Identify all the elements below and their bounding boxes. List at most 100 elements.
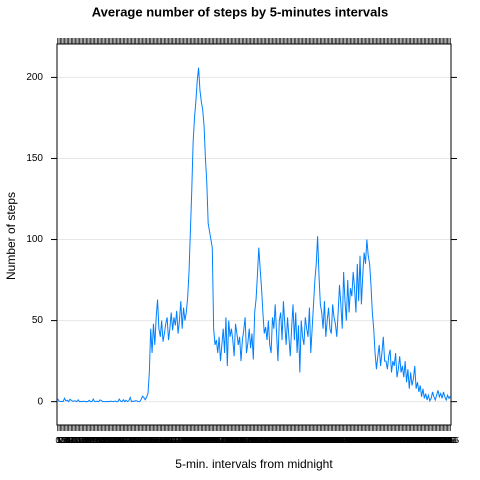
x-tick-label: 445 xyxy=(129,436,143,445)
x-tick-label: 1900 xyxy=(361,436,379,445)
x-tick-label: 2235 xyxy=(420,436,438,445)
x-tick-label: 2355 xyxy=(441,436,459,445)
x-tick-label: 325 xyxy=(107,436,121,445)
x-tick-label: 1550 xyxy=(309,436,327,445)
x-tick-label: 555 xyxy=(148,436,162,445)
x-tick-label: 1545 xyxy=(307,436,325,445)
x-tick-label: 1515 xyxy=(299,436,317,445)
x-tick-label: 1325 xyxy=(269,436,287,445)
x-tick-label: 1745 xyxy=(340,436,358,445)
x-tick-label: 1425 xyxy=(285,436,303,445)
x-tick-label: 1630 xyxy=(320,436,338,445)
x-tick-label: 505 xyxy=(134,436,148,445)
x-tick-label: 120 xyxy=(73,436,87,445)
x-tick-label: 835 xyxy=(192,436,206,445)
x-tick-label: 1155 xyxy=(245,436,263,445)
x-tick-label: 15 xyxy=(57,436,66,445)
x-tick-label: 2330 xyxy=(435,436,453,445)
x-tick-label: 2130 xyxy=(402,436,420,445)
x-tick-label: 1715 xyxy=(332,436,350,445)
x-tick-label: 2100 xyxy=(394,436,412,445)
x-tick-label: 1100 xyxy=(230,436,248,445)
x-tick-label: 705 xyxy=(167,436,181,445)
x-tick-label: 2335 xyxy=(436,436,454,445)
x-tick-label: 1625 xyxy=(318,436,336,445)
x-tick-label: 110 xyxy=(70,436,83,445)
x-tick-label: 510 xyxy=(136,436,150,445)
x-tick-label: 1755 xyxy=(343,436,361,445)
x-tick-label: 1645 xyxy=(324,436,342,445)
x-tick-label: 1735 xyxy=(337,436,355,445)
x-tick-label: 1815 xyxy=(348,436,366,445)
x-tick-label: 520 xyxy=(139,436,153,445)
x-tick-label: 2150 xyxy=(407,436,425,445)
x-tick-label: 1705 xyxy=(329,436,347,445)
x-tick-label: 700 xyxy=(166,436,180,445)
x-tick-label: 1405 xyxy=(280,436,298,445)
x-tick-label: 2220 xyxy=(415,436,433,445)
x-tick-label: 2035 xyxy=(387,436,405,445)
x-tick-label: 220 xyxy=(89,436,103,445)
x-tick-label: 2345 xyxy=(439,436,457,445)
x-tick-label: 1500 xyxy=(295,436,313,445)
x-tick-label: 2125 xyxy=(400,436,418,445)
x-tick-label: 610 xyxy=(152,436,166,445)
x-tick-label: 1355 xyxy=(277,436,295,445)
x-tick-label: 30 xyxy=(61,436,70,445)
x-tick-label: 2005 xyxy=(378,436,396,445)
x-tick-label: 1635 xyxy=(321,436,339,445)
x-tick-label: 1620 xyxy=(317,436,335,445)
x-tick-label: 1455 xyxy=(294,436,312,445)
x-tick-label: 10 xyxy=(56,436,65,445)
x-tick-label: 1210 xyxy=(249,436,267,445)
x-tick-label: 2105 xyxy=(395,436,413,445)
x-tick-label: 1310 xyxy=(265,436,283,445)
x-tick-label: 235 xyxy=(93,436,107,445)
x-tick-label: 525 xyxy=(140,436,154,445)
x-tick-label: 910 xyxy=(201,436,215,445)
x-tick-label: 230 xyxy=(92,436,106,445)
x-tick-label: 40 xyxy=(64,436,73,445)
x-tick-label: 1245 xyxy=(258,436,276,445)
x-tick-label: 735 xyxy=(175,436,189,445)
x-tick-label: 715 xyxy=(170,436,184,445)
x-tick-label: 0 xyxy=(55,436,60,445)
x-tick-label: 1940 xyxy=(372,436,390,445)
x-tick-label: 1020 xyxy=(218,436,236,445)
x-tick-label: 1410 xyxy=(281,436,299,445)
x-tick-label: 1415 xyxy=(283,436,301,445)
x-tick-label: 1450 xyxy=(292,436,310,445)
x-tick-label: 1255 xyxy=(261,436,279,445)
x-tick-label: 1215 xyxy=(250,436,268,445)
x-tick-label: 440 xyxy=(128,436,142,445)
x-tick-label: 935 xyxy=(208,436,222,445)
x-tick-label: 340 xyxy=(111,436,125,445)
x-tick-label: 305 xyxy=(102,436,116,445)
x-tick-label: 335 xyxy=(110,436,124,445)
x-tick-label: 250 xyxy=(98,436,112,445)
x-tick-label: 1025 xyxy=(220,436,238,445)
x-tick-label: 730 xyxy=(174,436,188,445)
x-tick-label: 1945 xyxy=(373,436,391,445)
x-tick-label: 1010 xyxy=(216,436,234,445)
x-tick-label: 1435 xyxy=(288,436,306,445)
x-tick-label: 435 xyxy=(126,436,140,445)
x-tick-label: 2350 xyxy=(440,436,458,445)
x-tick-label: 815 xyxy=(186,436,200,445)
x-tick-label: 635 xyxy=(159,436,173,445)
x-tick-label: 950 xyxy=(212,436,226,445)
x-tick-label: 1835 xyxy=(354,436,372,445)
x-tick-label: 1915 xyxy=(365,436,383,445)
x-tick-label: 2155 xyxy=(409,436,427,445)
x-tick-label: 1650 xyxy=(325,436,343,445)
x-tick-label: 545 xyxy=(145,436,159,445)
x-tick-label: 1120 xyxy=(235,436,253,445)
x-tick-label: 1820 xyxy=(350,436,368,445)
x-tick-label: 1830 xyxy=(352,436,370,445)
x-tick-label: 650 xyxy=(163,436,177,445)
x-tick-label: 1445 xyxy=(291,436,309,445)
x-tick-label: 1950 xyxy=(374,436,392,445)
y-tick-label: 100 xyxy=(26,234,43,245)
x-tick-label: 840 xyxy=(193,436,207,445)
x-tick-label: 1045 xyxy=(225,436,243,445)
